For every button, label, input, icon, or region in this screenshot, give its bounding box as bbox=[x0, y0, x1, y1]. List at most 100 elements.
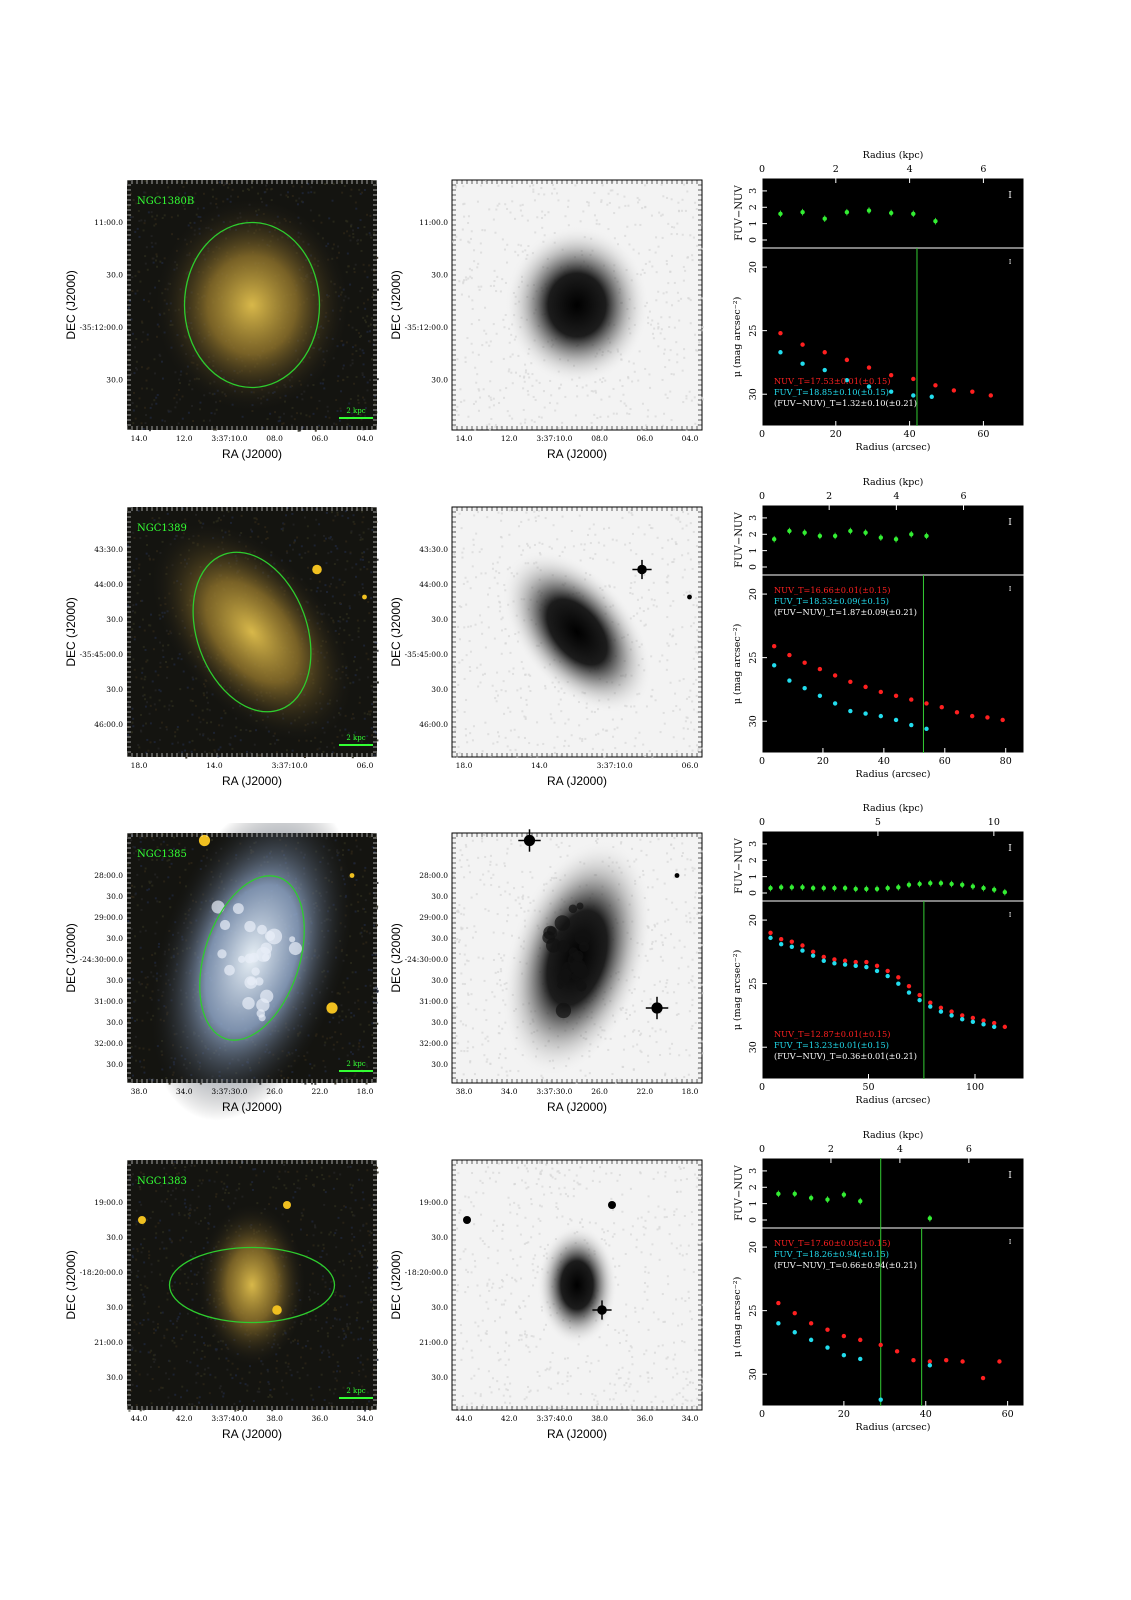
color-point bbox=[896, 885, 901, 890]
legend-entry: FUV_T=18.26±0.94(±0.15) bbox=[774, 1249, 889, 1259]
nuv-point bbox=[988, 393, 993, 398]
dec-tick-label: 30.0 bbox=[431, 271, 448, 280]
color-point bbox=[842, 885, 848, 891]
star-forming-clump bbox=[576, 902, 584, 910]
star-forming-clump bbox=[244, 920, 256, 933]
nuv-point bbox=[970, 389, 975, 394]
fuv-point bbox=[832, 961, 837, 966]
galaxy-name-label: NGC1385 bbox=[137, 849, 187, 860]
color-point bbox=[844, 209, 850, 215]
star-forming-clump bbox=[570, 961, 583, 973]
mu-tick-label: 30 bbox=[748, 388, 759, 400]
color-tick-label: 1 bbox=[748, 221, 759, 227]
ra-tick-label: 42.0 bbox=[176, 1414, 193, 1423]
dec-tick-label: 43:30.0 bbox=[94, 545, 123, 554]
dec-tick-label: -35:45:00.0 bbox=[80, 650, 124, 659]
arcsec-tick-label: 0 bbox=[759, 1082, 765, 1093]
star-forming-clump bbox=[255, 977, 264, 986]
kpc-tick-label: 0 bbox=[759, 491, 765, 502]
color-point bbox=[933, 218, 938, 224]
legend-entry: NUV_T=17.53±0.01(±0.15) bbox=[774, 376, 890, 386]
star-forming-clump bbox=[555, 1002, 572, 1019]
ra-tick-label: 08.0 bbox=[266, 434, 283, 443]
star-forming-clump bbox=[579, 941, 590, 952]
star-forming-clump bbox=[264, 930, 276, 942]
foreground-star bbox=[198, 834, 211, 847]
nuv-point bbox=[960, 1359, 965, 1364]
nuv-point bbox=[970, 713, 975, 719]
fuv-point bbox=[911, 393, 916, 398]
nuv-point bbox=[991, 1020, 997, 1026]
ra-tick-label: 12.0 bbox=[501, 434, 518, 443]
dec-tick-label: 19:00.0 bbox=[94, 1198, 123, 1207]
profile-background bbox=[762, 831, 1024, 1079]
fuv-point bbox=[864, 964, 869, 970]
dec-tick-label: 30.0 bbox=[431, 1018, 448, 1027]
dec-tick-label: 30.0 bbox=[431, 976, 448, 985]
color-tick-label: 3 bbox=[748, 841, 759, 847]
color-point bbox=[792, 1191, 797, 1197]
fuv-point bbox=[928, 1004, 933, 1009]
color-point bbox=[888, 210, 894, 216]
ra-tick-label: 06.0 bbox=[636, 434, 653, 443]
dec-tick-label: 21:00.0 bbox=[419, 1338, 448, 1347]
color-tick-label: 2 bbox=[748, 204, 759, 210]
fuv-point bbox=[909, 722, 914, 728]
scale-bar-label: 2 kpc bbox=[346, 1387, 365, 1395]
color-point bbox=[874, 886, 880, 892]
color-tick-label: 0 bbox=[748, 564, 759, 570]
ra-tick-label: 04.0 bbox=[357, 434, 374, 443]
dec-axis-label: DEC (J2000) bbox=[389, 923, 403, 992]
star-forming-clump bbox=[219, 919, 231, 931]
nuv-point bbox=[985, 715, 990, 720]
color-point bbox=[817, 533, 823, 539]
ra-tick-label: 3:37:30.0 bbox=[211, 1087, 247, 1096]
gray-image-panel-2: 38.0 34.0 3:37:30.0 26.0 22.0 18.0 28:00.0 30.0… bbox=[389, 829, 704, 1114]
fuv-point bbox=[866, 384, 872, 389]
ra-axis-label: RA (J2000) bbox=[547, 1427, 607, 1441]
aperture-ellipse bbox=[168, 1246, 336, 1324]
nuv-point bbox=[939, 705, 944, 710]
color-point bbox=[787, 528, 792, 534]
nuv-point bbox=[858, 1337, 863, 1343]
fuv-point bbox=[821, 958, 826, 963]
ra-tick-label: 34.0 bbox=[501, 1087, 518, 1096]
dec-tick-label: 19:00.0 bbox=[419, 1198, 448, 1207]
legend-entry: FUV_T=18.53±0.09(±0.15) bbox=[774, 596, 889, 606]
fuv-point bbox=[800, 361, 805, 366]
nuv-point bbox=[874, 963, 880, 969]
color-tick-label: 0 bbox=[748, 237, 759, 243]
color-point bbox=[924, 533, 929, 539]
ra-tick-label: 38.0 bbox=[456, 1087, 473, 1096]
dec-tick-label: 31:00.0 bbox=[419, 997, 448, 1006]
color-tick-label: 3 bbox=[748, 1168, 759, 1174]
color-point bbox=[970, 884, 976, 889]
star-forming-clump bbox=[242, 997, 255, 1010]
star-forming-clump bbox=[574, 954, 581, 961]
arcsec-tick-label: 20 bbox=[830, 429, 842, 440]
fuv-point bbox=[981, 1022, 986, 1027]
legend-entry: NUV_T=12.87±0.01(±0.15) bbox=[774, 1029, 890, 1039]
dec-axis-label: DEC (J2000) bbox=[64, 270, 78, 339]
nuv-point bbox=[778, 936, 784, 942]
dec-tick-label: 43:30.0 bbox=[419, 545, 448, 554]
dec-tick-label: 29:00.0 bbox=[94, 913, 123, 922]
color-tick-label: 3 bbox=[748, 188, 759, 194]
dec-tick-label: -35:12:00.0 bbox=[80, 323, 124, 332]
dec-tick-label: 32:00.0 bbox=[94, 1039, 123, 1048]
color-point bbox=[808, 1195, 814, 1201]
kpc-tick-label: 10 bbox=[988, 817, 1000, 828]
fuv-point bbox=[792, 1330, 797, 1335]
legend-entry: FUV_T=13.23±0.01(±0.15) bbox=[774, 1040, 889, 1050]
color-axis-label: FUV−NUV bbox=[734, 838, 745, 894]
dec-tick-label: -35:12:00.0 bbox=[405, 323, 449, 332]
color-point bbox=[841, 1192, 847, 1197]
arcsec-tick-label: 40 bbox=[920, 1409, 932, 1420]
foreground-star bbox=[349, 873, 355, 878]
star-forming-clump bbox=[576, 981, 587, 992]
color-point bbox=[853, 886, 858, 892]
profile-background bbox=[762, 1158, 1024, 1406]
fuv-point bbox=[885, 973, 890, 979]
dec-tick-label: 30.0 bbox=[431, 1233, 448, 1242]
